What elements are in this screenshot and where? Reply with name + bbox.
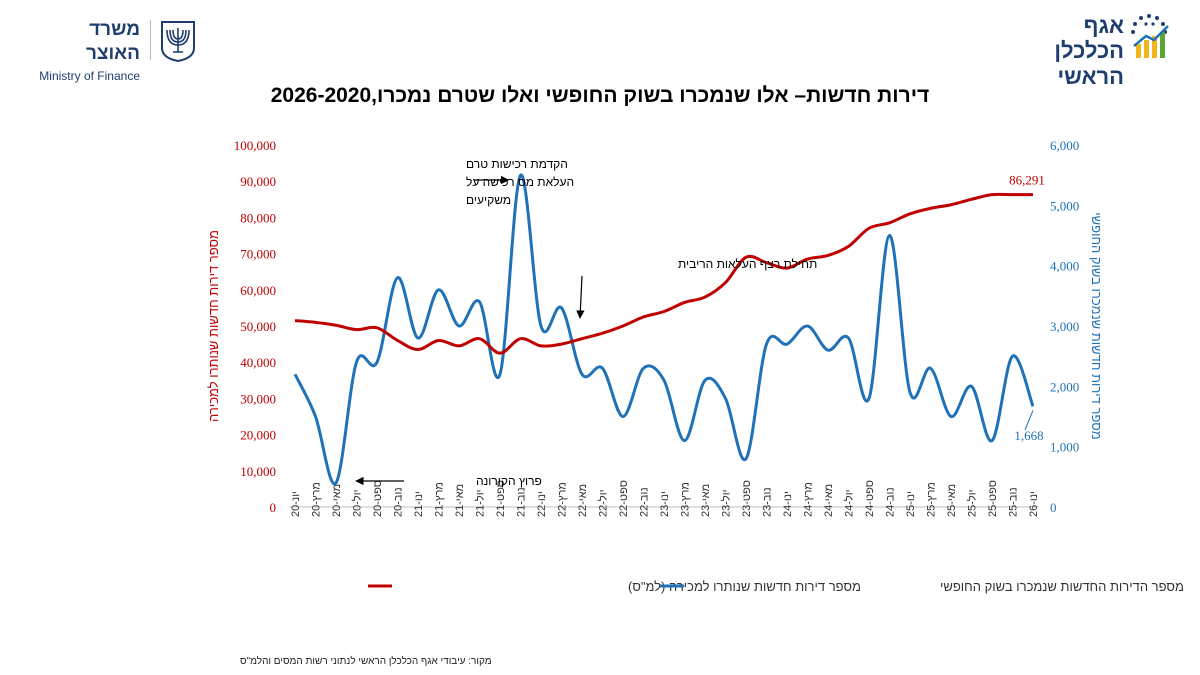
left-axis-tick-label: 0	[270, 500, 277, 515]
dept-name: אגף הכלכלן הראשי	[992, 14, 1124, 90]
x-axis-tick-label: נוב-21	[516, 487, 528, 517]
x-axis-tick-label: ינו-24	[782, 491, 794, 517]
x-axis-tick-label: נוב-22	[639, 487, 651, 517]
data-label-leader-line	[1024, 410, 1034, 431]
x-axis-tick-label: ינו-25	[905, 491, 917, 517]
left-axis-tick-label: 90,000	[240, 174, 276, 189]
ministry-name-en: Ministry of Finance	[39, 69, 140, 83]
x-axis-tick-label: מרץ-21	[434, 482, 446, 517]
left-axis-tick-label: 10,000	[240, 464, 276, 479]
x-axis-tick-label: נוב-20	[393, 487, 405, 517]
x-axis-tick-label: ינו-22	[536, 491, 548, 517]
source-note: מקור: עיבודי אגף הכלכלן הראשי לנתוני רשו…	[240, 656, 492, 667]
x-axis-tick-label: ספט-24	[864, 480, 876, 517]
x-axis-tick-label: נוב-23	[762, 487, 774, 517]
x-axis-tick-label: ינו-26	[1028, 491, 1040, 517]
x-axis-tick-label: יול-24	[843, 490, 856, 517]
x-axis-tick-label: נוב-25	[1008, 487, 1020, 517]
right-axis-tick-label: 1,000	[1050, 440, 1079, 455]
series-line-free-market-sales	[293, 173, 1035, 486]
x-axis-tick-label: מאי-25	[946, 484, 958, 517]
x-axis-tick-label: מרץ-24	[803, 482, 815, 517]
legend-label-sales: מספר הדירות החדשות שנמכרו בשוק החופשי	[940, 579, 1184, 594]
x-axis-tick-label: ספט-20	[372, 480, 384, 517]
right-axis-title: מספר דירות חדשות שנמכרו בשוק החופשי	[1089, 212, 1104, 439]
ministry-name-he: משרד האוצר	[85, 19, 140, 64]
right-axis-tick-label: 2,000	[1050, 379, 1079, 394]
annotation-text-investor-tax: הקדמת רכישות טרם	[466, 157, 568, 171]
left-axis-tick-label: 100,000	[234, 138, 276, 153]
x-axis-tick-label: נוב-24	[885, 487, 897, 517]
left-axis-tick-label: 60,000	[240, 283, 276, 298]
data-label-sales-last: 1,668	[1014, 428, 1043, 443]
left-axis-tick-label: 70,000	[240, 247, 276, 262]
x-axis-tick-label: מאי-23	[700, 484, 712, 517]
logo-divider	[150, 20, 151, 60]
menorah-emblem-icon	[161, 21, 195, 62]
x-axis-tick-label: מאי-21	[454, 484, 466, 517]
chart-title: דירות חדשות– אלו שנמכרו בשוק החופשי ואלו…	[270, 84, 930, 107]
x-axis-tick-label: יול-23	[720, 490, 733, 517]
x-axis-tick-label: מרץ-22	[557, 482, 569, 517]
x-axis-tick-label: יול-25	[966, 490, 979, 517]
left-axis-tick-label: 40,000	[240, 355, 276, 370]
annotation-text-investor-tax: העלאת מס רכישה על	[466, 175, 574, 189]
x-axis-tick-label: מאי-20	[331, 484, 343, 517]
x-axis-tick-label: ינו-23	[659, 491, 671, 517]
x-axis-tick-label: מרץ-23	[680, 482, 692, 517]
right-axis-tick-label: 6,000	[1050, 138, 1079, 153]
x-axis-tick-label: ספט-21	[495, 480, 507, 517]
x-axis-tick-label: מרץ-20	[311, 482, 323, 517]
legend-label-unsold: מספר דירות חדשות שנותרו למכירה (למ"ס)	[628, 579, 861, 594]
left-axis-tick-label: 30,000	[240, 391, 276, 406]
ministry-logo: משרד האוצר Ministry of Finance	[30, 18, 200, 83]
annotation-arrow-rate-hikes	[576, 275, 585, 319]
annotation-text-covid: פרוץ הקורונה	[476, 474, 542, 488]
left-axis-tick-label: 20,000	[240, 428, 276, 443]
dept-name-line1: אגף	[1083, 13, 1124, 38]
series-line-unsold-apartments	[294, 192, 1034, 355]
x-axis-tick-label: יול-22	[597, 490, 610, 517]
data-label-unsold-last: 86,291	[1009, 173, 1045, 188]
x-axis-tick-label: ספט-25	[987, 480, 999, 517]
x-axis-tick-label: יונ-20	[290, 491, 302, 517]
x-axis-tick-label: ספט-23	[741, 480, 753, 517]
right-axis-tick-label: 0	[1050, 500, 1057, 515]
x-axis-tick-label: יול-21	[474, 490, 487, 517]
dept-name-line2: הכלכלן הראשי	[1054, 38, 1124, 89]
chief-economist-logo: אגף הכלכלן הראשי	[992, 10, 1172, 89]
left-axis-tick-label: 80,000	[240, 210, 276, 225]
growth-chart-icon	[1131, 14, 1169, 58]
right-axis-tick-label: 5,000	[1050, 198, 1079, 213]
x-axis-tick-label: מאי-22	[577, 484, 589, 517]
right-axis-tick-label: 3,000	[1050, 319, 1079, 334]
x-axis-tick-label: יול-20	[351, 490, 364, 517]
x-axis-tick-label: ינו-21	[413, 491, 425, 517]
ministry-name: משרד האוצר Ministry of Finance	[30, 18, 140, 84]
right-axis-tick-label: 4,000	[1050, 259, 1079, 274]
left-axis-title: מספר דירות חדשות שנותרו למכירה	[206, 230, 221, 422]
annotation-text-investor-tax: משקיעים	[466, 193, 511, 207]
left-axis-tick-label: 50,000	[240, 319, 276, 334]
x-axis-tick-label: מרץ-25	[926, 482, 938, 517]
x-axis-tick-label: מאי-24	[823, 484, 835, 517]
annotation-text-rate-hikes: תחילת רצף העלאות הריבית	[678, 257, 817, 271]
x-axis-tick-label: ספט-22	[618, 480, 630, 517]
